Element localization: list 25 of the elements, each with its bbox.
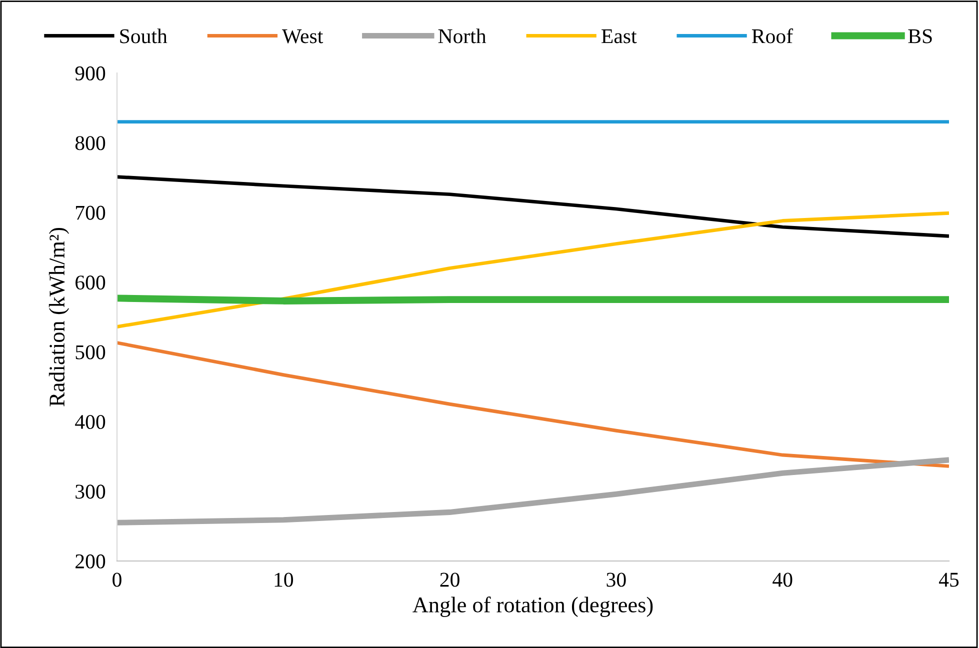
- x-tick-label: 30: [606, 572, 626, 587]
- legend-label: North: [438, 28, 486, 44]
- x-tick-label: 0: [112, 572, 122, 587]
- y-tick-label: 500: [76, 345, 106, 360]
- y-tick-label: 900: [75, 66, 106, 80]
- y-tick-label: 300: [76, 484, 106, 499]
- legend-label: West: [282, 29, 324, 44]
- y-tick-label: 600: [76, 276, 106, 290]
- legend-label: East: [602, 29, 637, 44]
- legend-label: Roof: [752, 28, 794, 44]
- line-series: [117, 341, 949, 468]
- y-tick-label: 800: [75, 136, 106, 150]
- line-series: [117, 175, 949, 238]
- y-tick-label: 200: [76, 554, 106, 568]
- y-tick-label: 700: [76, 206, 106, 220]
- line-series: [117, 211, 949, 328]
- x-tick-label: 20: [440, 572, 460, 587]
- y-tick-label: 400: [75, 414, 106, 430]
- x-tick-label: 40: [772, 572, 792, 587]
- x-axis-title: Angle of rotation (degrees): [412, 596, 653, 617]
- legend-label: South: [120, 28, 168, 44]
- y-axis-title: Radiation (kWh/m²): [48, 228, 70, 406]
- x-tick-label: 10: [274, 572, 294, 587]
- x-tick-label: 45: [938, 572, 959, 587]
- legend-label: BS: [908, 29, 932, 44]
